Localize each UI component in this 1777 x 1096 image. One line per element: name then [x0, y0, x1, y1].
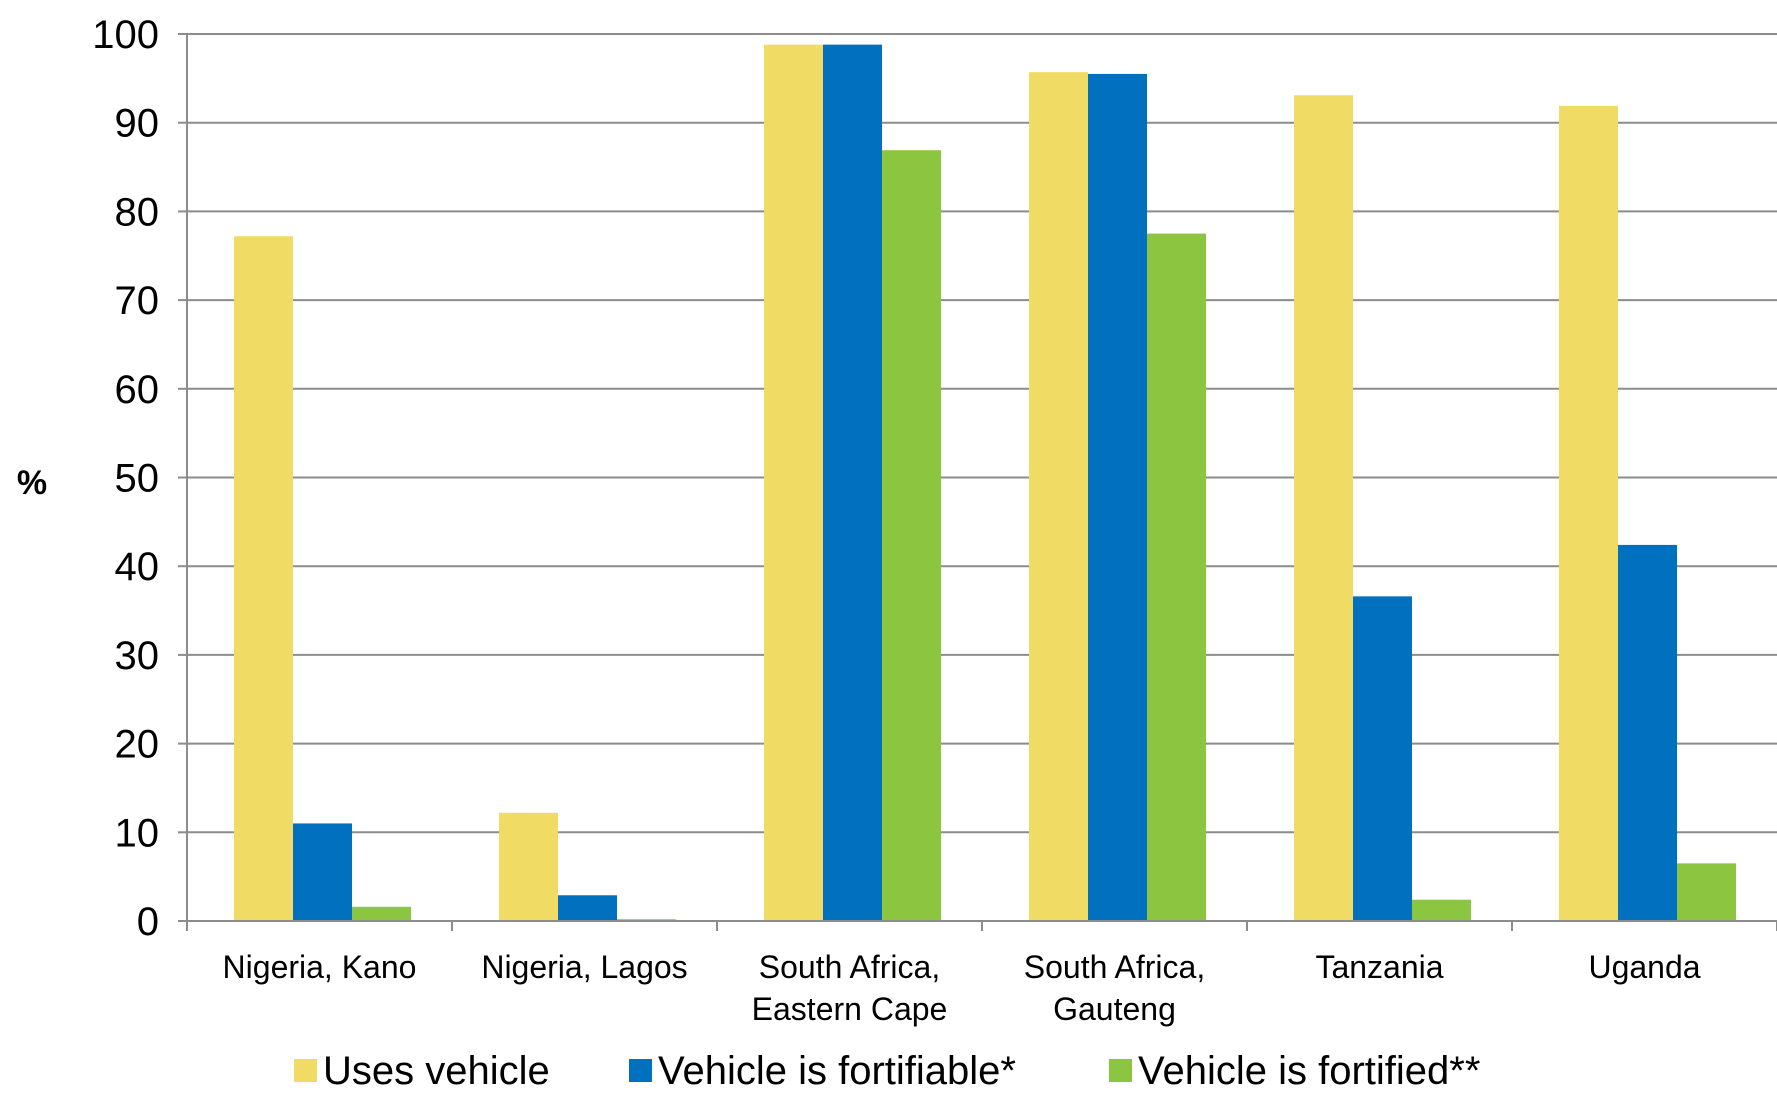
y-tick-label: 0 — [137, 900, 159, 944]
legend-label: Vehicle is fortified** — [1138, 1049, 1480, 1093]
x-tick-label: South Africa, — [1024, 949, 1205, 985]
bar — [1294, 95, 1353, 921]
y-tick-label: 90 — [115, 102, 160, 146]
bar — [882, 150, 941, 921]
y-tick-label: 10 — [115, 811, 160, 855]
y-tick-label: 70 — [115, 279, 160, 323]
bar — [352, 906, 411, 921]
legend-label: Uses vehicle — [323, 1049, 550, 1093]
y-tick-label: 20 — [115, 723, 160, 767]
bar — [1088, 73, 1147, 922]
x-tick-label: Nigeria, Lagos — [481, 949, 687, 985]
x-tick-label: South Africa, — [759, 949, 940, 985]
bar — [234, 236, 293, 922]
legend-swatch — [1109, 1059, 1132, 1082]
x-tick-label: Uganda — [1588, 949, 1700, 985]
axes — [178, 33, 1777, 931]
bar — [823, 44, 882, 922]
bar — [499, 812, 558, 921]
y-tick-label: 100 — [92, 13, 159, 57]
x-tick-label: Eastern Cape — [752, 991, 948, 1027]
bar — [1353, 596, 1412, 921]
y-tick-label: 60 — [115, 368, 160, 412]
axis-tick-labels: 0 10 20 30 40 50 60 70 80 90 100 Nigeria, Kano Niger… — [92, 13, 1701, 1027]
bar — [764, 44, 823, 922]
legend-swatch — [294, 1059, 317, 1082]
y-tick-label: 30 — [115, 634, 160, 678]
legend: Uses vehicle Vehicle is fortifiable* Vehic… — [294, 1049, 1480, 1093]
y-tick-label: 40 — [115, 545, 160, 589]
bar — [1147, 233, 1206, 921]
y-axis-label: % — [17, 464, 47, 502]
x-tick-label: Tanzania — [1315, 949, 1443, 985]
bar — [1618, 544, 1677, 921]
legend-label: Vehicle is fortifiable* — [658, 1049, 1016, 1093]
bar — [1412, 899, 1471, 921]
x-tick-label: Nigeria, Kano — [223, 949, 417, 985]
gridlines — [187, 33, 1777, 834]
y-tick-label: 80 — [115, 190, 160, 234]
legend-swatch — [629, 1059, 652, 1082]
y-tick-label: 50 — [115, 457, 160, 501]
x-tick-label: Gauteng — [1053, 991, 1176, 1027]
bar — [1559, 105, 1618, 922]
bars — [234, 44, 1736, 922]
bar — [1029, 72, 1088, 922]
bar — [293, 823, 352, 921]
bar — [1677, 863, 1736, 921]
bar — [558, 895, 617, 921]
